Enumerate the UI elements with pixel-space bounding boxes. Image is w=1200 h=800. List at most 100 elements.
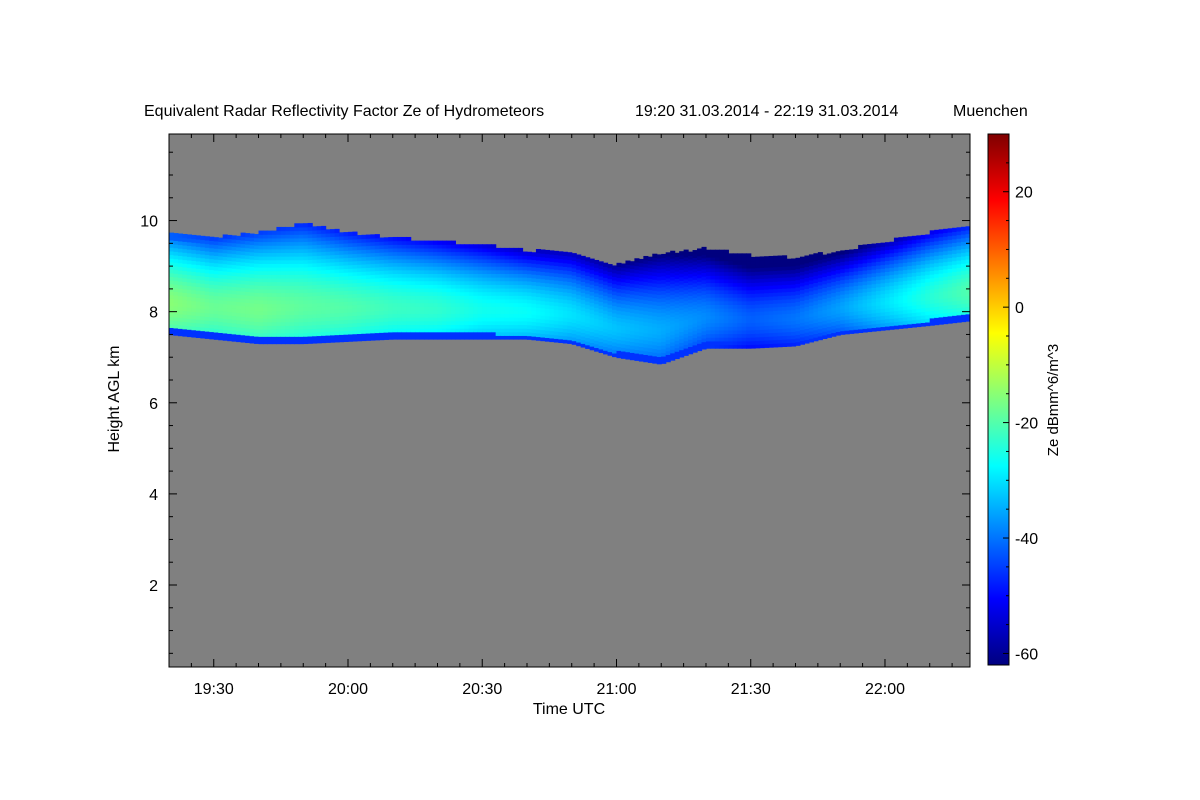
reflectivity-cell xyxy=(907,258,913,263)
reflectivity-cell xyxy=(817,317,823,322)
reflectivity-cell xyxy=(902,254,908,260)
reflectivity-cell xyxy=(634,338,640,343)
reflectivity-cell xyxy=(746,286,752,291)
reflectivity-cell xyxy=(603,339,609,344)
reflectivity-cell xyxy=(656,272,662,277)
reflectivity-cell xyxy=(347,290,354,295)
reflectivity-cell xyxy=(634,291,640,296)
reflectivity-cell xyxy=(455,306,461,311)
reflectivity-cell xyxy=(500,247,506,253)
reflectivity-cell xyxy=(768,343,774,348)
reflectivity-cell xyxy=(938,265,944,270)
reflectivity-cell xyxy=(518,258,524,264)
reflectivity-cell xyxy=(195,293,201,298)
reflectivity-cell xyxy=(929,266,935,272)
reflectivity-cell xyxy=(303,310,309,315)
reflectivity-cell xyxy=(634,353,640,358)
reflectivity-cell xyxy=(307,263,313,268)
reflectivity-cell xyxy=(209,254,215,260)
reflectivity-cell xyxy=(482,320,488,326)
reflectivity-cell xyxy=(594,314,600,319)
reflectivity-cell xyxy=(370,310,376,316)
reflectivity-cell xyxy=(294,314,300,319)
reflectivity-cell xyxy=(209,287,215,292)
reflectivity-cell xyxy=(486,284,492,289)
reflectivity-cell xyxy=(209,335,215,340)
reflectivity-cell xyxy=(249,255,255,260)
reflectivity-cell xyxy=(674,314,680,319)
reflectivity-cell xyxy=(732,293,738,298)
reflectivity-cell xyxy=(705,260,712,265)
reflectivity-cell xyxy=(218,248,224,253)
reflectivity-cell xyxy=(397,331,403,336)
reflectivity-cell xyxy=(415,324,421,329)
reflectivity-cell xyxy=(459,291,465,296)
reflectivity-cell xyxy=(844,290,850,295)
reflectivity-cell xyxy=(213,299,219,304)
reflectivity-cell xyxy=(486,320,492,326)
reflectivity-cell xyxy=(415,287,421,293)
reflectivity-cell xyxy=(526,328,533,333)
reflectivity-cell xyxy=(535,321,542,327)
reflectivity-cell xyxy=(567,263,573,268)
reflectivity-cell xyxy=(330,312,336,318)
reflectivity-cell xyxy=(862,299,868,304)
reflectivity-cell xyxy=(786,309,792,314)
reflectivity-cell xyxy=(612,294,618,299)
reflectivity-cell xyxy=(594,310,600,316)
reflectivity-cell xyxy=(952,249,958,254)
reflectivity-cell xyxy=(705,329,712,335)
reflectivity-cell xyxy=(665,281,671,286)
reflectivity-cell xyxy=(889,241,895,246)
reflectivity-cell xyxy=(643,310,649,315)
reflectivity-cell xyxy=(406,244,412,249)
reflectivity-cell xyxy=(567,332,573,337)
reflectivity-cell xyxy=(316,269,322,275)
reflectivity-cell xyxy=(692,297,698,302)
reflectivity-cell xyxy=(383,332,389,337)
reflectivity-cell xyxy=(804,321,810,326)
reflectivity-cell xyxy=(571,326,577,331)
reflectivity-cell xyxy=(236,294,242,299)
reflectivity-cell xyxy=(343,297,349,302)
reflectivity-cell xyxy=(459,335,465,340)
reflectivity-cell xyxy=(209,244,215,249)
reflectivity-cell xyxy=(450,298,456,304)
reflectivity-cell xyxy=(620,314,627,319)
reflectivity-cell xyxy=(759,278,765,283)
reflectivity-cell xyxy=(938,262,944,267)
reflectivity-cell xyxy=(670,352,676,358)
reflectivity-cell xyxy=(652,312,658,317)
reflectivity-cell xyxy=(576,331,582,336)
reflectivity-cell xyxy=(424,298,430,304)
reflectivity-cell xyxy=(392,309,398,315)
reflectivity-cell xyxy=(491,247,497,253)
reflectivity-cell xyxy=(522,313,528,318)
reflectivity-cell xyxy=(773,339,779,344)
reflectivity-cell xyxy=(943,228,949,234)
reflectivity-cell xyxy=(437,244,443,249)
reflectivity-cell xyxy=(316,262,322,267)
reflectivity-cell xyxy=(240,247,246,252)
reflectivity-cell xyxy=(817,321,823,326)
reflectivity-cell xyxy=(594,343,600,349)
reflectivity-cell xyxy=(589,338,595,344)
reflectivity-cell xyxy=(419,324,425,329)
reflectivity-cell xyxy=(500,317,506,322)
reflectivity-cell xyxy=(245,233,251,238)
reflectivity-cell xyxy=(692,312,698,317)
reflectivity-cell xyxy=(701,250,707,255)
reflectivity-cell xyxy=(222,249,228,254)
reflectivity-cell xyxy=(437,298,443,304)
reflectivity-cell xyxy=(258,318,264,323)
reflectivity-cell xyxy=(553,334,559,339)
reflectivity-cell xyxy=(441,244,448,249)
reflectivity-cell xyxy=(419,284,425,289)
reflectivity-cell xyxy=(294,285,300,290)
reflectivity-cell xyxy=(473,247,479,253)
reflectivity-cell xyxy=(522,306,528,311)
reflectivity-cell xyxy=(692,330,698,335)
reflectivity-cell xyxy=(759,300,765,305)
reflectivity-cell xyxy=(392,244,398,249)
reflectivity-cell xyxy=(316,302,322,307)
